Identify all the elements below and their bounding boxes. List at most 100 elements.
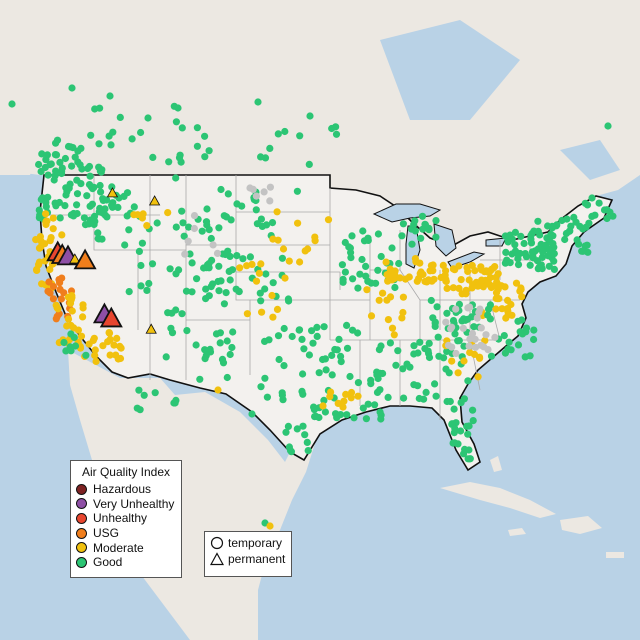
monitor-dot — [460, 450, 468, 458]
monitor-dot — [136, 406, 144, 414]
legend-row-unhealthy: Unhealthy — [71, 511, 181, 526]
monitor-dot — [362, 272, 370, 280]
usg-swatch — [76, 527, 87, 539]
monitor-dot — [354, 284, 362, 292]
monitor-dot — [205, 226, 213, 234]
monitor-dot — [595, 199, 603, 207]
monitor-dot — [220, 212, 228, 220]
monitor-dot — [308, 327, 316, 335]
monitor-dot — [107, 141, 115, 149]
monitor-dot — [448, 420, 456, 428]
monitor-dot — [462, 290, 470, 298]
monitor-dot — [269, 313, 277, 321]
monitor-dot — [223, 373, 231, 382]
monitor-dot — [135, 247, 143, 255]
monitor-dot — [143, 222, 151, 230]
monitor-dot — [472, 343, 480, 351]
monitor-dot — [223, 337, 231, 345]
monitor-dot — [138, 239, 146, 247]
monitor-dot — [448, 323, 456, 331]
monitor-dot — [346, 372, 354, 381]
monitor-dot — [604, 122, 612, 130]
monitor-dot — [97, 188, 105, 196]
monitor-dot — [539, 248, 547, 256]
monitor-dot — [347, 394, 355, 402]
monitor-dot — [521, 250, 529, 258]
monitor-dot — [228, 343, 236, 352]
monitor-dot — [477, 324, 485, 332]
monitor-dot — [58, 169, 66, 178]
monitor-dot — [68, 307, 76, 315]
monitor-dot — [70, 324, 78, 332]
monitor-dot — [465, 455, 474, 463]
monitor-dot — [266, 144, 274, 152]
monitor-dot — [116, 113, 124, 121]
monitor-dot — [410, 381, 418, 389]
monitor-dot — [257, 297, 265, 305]
monitor-dot — [443, 347, 451, 355]
monitor-dot — [410, 350, 418, 358]
permanent-monitor-triangle — [99, 306, 123, 328]
monitor-dot — [121, 241, 129, 249]
monitor-dot — [42, 156, 50, 164]
monitor-dot — [263, 393, 271, 401]
monitor-dot — [149, 153, 157, 161]
monitor-dot — [545, 262, 553, 270]
monitor-dot — [305, 351, 313, 359]
monitor-dot — [125, 226, 133, 234]
monitor-dot — [588, 194, 596, 202]
monitor-dot — [548, 222, 556, 230]
legend-label: Very Unhealthy — [93, 496, 175, 511]
monitor-dot — [76, 161, 84, 169]
monitor-dot — [73, 176, 81, 184]
monitor-dot — [229, 328, 237, 336]
monitor-dot — [359, 404, 367, 412]
monitor-dot — [108, 203, 117, 211]
monitor-dot — [219, 250, 227, 258]
monitor-dot — [442, 365, 450, 373]
monitor-dot — [108, 183, 116, 191]
monitor-dot — [388, 324, 397, 332]
monitor-dot — [179, 219, 187, 227]
monitor-dot — [106, 351, 114, 359]
monitor-dot — [216, 339, 224, 347]
monitor-dot — [469, 406, 477, 414]
monitor-dot — [257, 383, 265, 391]
monitor-dot — [583, 241, 591, 249]
monitor-dot — [86, 172, 94, 180]
monitor-dot — [449, 317, 458, 325]
monitor-dot — [66, 180, 74, 188]
monitor-dot — [227, 216, 235, 224]
monitor-dot — [544, 252, 552, 260]
monitor-dot — [56, 214, 64, 222]
monitor-dot — [500, 332, 508, 340]
monitor-dot — [451, 330, 459, 338]
monitor-dot — [49, 295, 58, 303]
monitor-dot — [110, 341, 118, 349]
monitor-dot — [558, 216, 566, 225]
monitor-dot — [549, 240, 557, 248]
monitor-dot — [266, 183, 274, 191]
monitor-dot — [452, 305, 460, 313]
monitor-dot — [186, 250, 194, 258]
monitor-dot — [454, 337, 462, 345]
monitor-dot — [91, 351, 99, 359]
monitor-dot — [67, 143, 75, 151]
monitor-dot — [315, 369, 323, 377]
monitor-dot — [260, 188, 268, 196]
monitor-dot — [53, 136, 62, 144]
monitor-dot — [374, 230, 382, 238]
monitor-dot — [166, 265, 174, 273]
monitor-dot — [44, 171, 52, 179]
monitor-dot — [390, 331, 398, 339]
monitor-dot — [66, 343, 74, 351]
monitor-dot — [106, 92, 114, 100]
baja-california — [104, 384, 146, 484]
monitor-dot — [449, 284, 457, 292]
monitor-dot — [343, 344, 352, 352]
monitor-dot — [448, 343, 456, 351]
monitor-dot — [79, 313, 87, 321]
legend-row-very-unhealthy: Very Unhealthy — [71, 497, 181, 512]
monitor-dot — [480, 343, 488, 351]
